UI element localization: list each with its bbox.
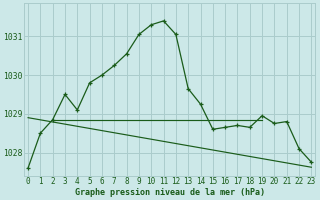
X-axis label: Graphe pression niveau de la mer (hPa): Graphe pression niveau de la mer (hPa): [75, 188, 265, 197]
